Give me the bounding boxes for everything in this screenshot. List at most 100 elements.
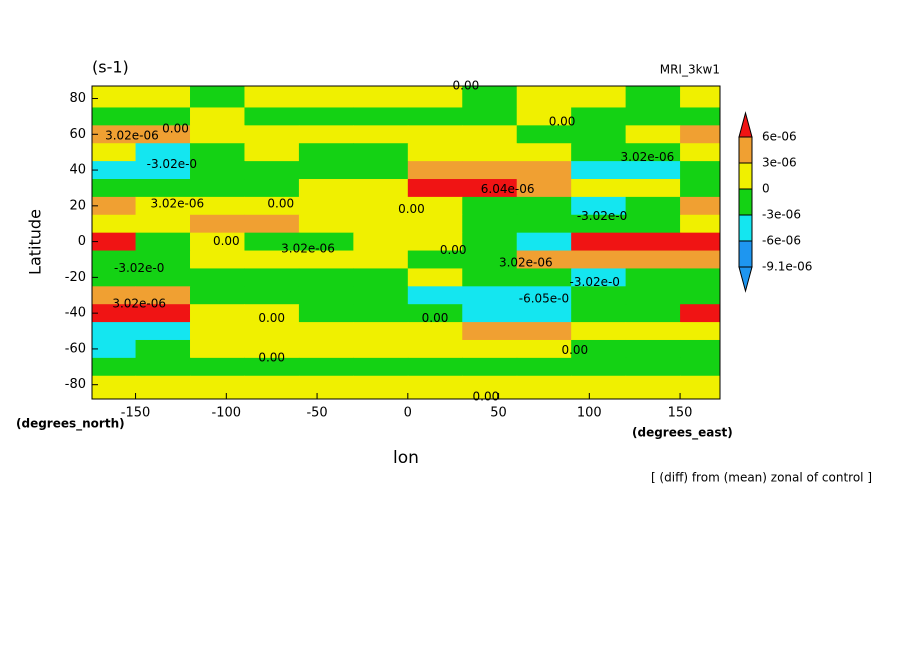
cell — [680, 179, 721, 198]
cell — [190, 322, 245, 341]
cell — [571, 375, 627, 400]
cell — [516, 375, 572, 400]
cell — [353, 179, 409, 198]
colorbar-label: 3e-06 — [762, 156, 797, 170]
cell — [92, 86, 137, 108]
cell — [244, 250, 300, 269]
cell — [462, 286, 518, 305]
cell — [92, 161, 137, 180]
cell — [298, 86, 354, 108]
cell — [680, 268, 721, 287]
cell — [516, 161, 572, 180]
contour-label: 0.00 — [258, 311, 285, 325]
cell — [516, 268, 572, 287]
cell — [516, 250, 572, 269]
cell — [190, 179, 245, 198]
contour-label: 0.00 — [422, 311, 449, 325]
cell — [680, 86, 721, 108]
cell — [516, 214, 572, 234]
cell — [462, 214, 518, 234]
cell — [680, 196, 721, 216]
cell — [92, 232, 137, 252]
cell — [407, 286, 463, 305]
contour-label: 0.00 — [549, 114, 576, 128]
cell — [516, 339, 572, 359]
footnote: [ (diff) from (mean) zonal of control ] — [651, 471, 872, 485]
cell — [135, 322, 191, 341]
x-tick-label: 50 — [490, 406, 507, 421]
x-tick-label: 0 — [404, 406, 412, 421]
cell — [407, 232, 463, 252]
cell — [353, 322, 409, 341]
cell — [680, 375, 721, 400]
cell — [625, 107, 681, 126]
cell — [135, 357, 191, 377]
cell — [462, 375, 518, 400]
chart-subtitle: MRI_3kw1 — [660, 63, 720, 77]
cell — [92, 250, 137, 269]
cell — [625, 86, 681, 108]
cell — [92, 339, 137, 359]
cell — [190, 304, 245, 323]
cell — [244, 161, 300, 180]
cell — [462, 196, 518, 216]
cell — [462, 161, 518, 180]
cell — [571, 196, 627, 216]
y-units: (degrees_north) — [16, 417, 125, 432]
cell — [680, 304, 721, 323]
cell — [625, 268, 681, 287]
cell — [92, 304, 137, 323]
cell — [298, 161, 354, 180]
cell — [298, 196, 354, 216]
cell — [462, 143, 518, 162]
contour-label: 0.00 — [453, 79, 480, 93]
contour-label: 3.02e-06 — [112, 297, 166, 311]
cell — [680, 143, 721, 162]
cell — [92, 196, 137, 216]
cell — [135, 179, 191, 198]
cell — [516, 196, 572, 216]
cell — [244, 357, 300, 377]
cell — [516, 357, 572, 377]
cell — [407, 143, 463, 162]
cell — [298, 304, 354, 323]
cell — [353, 375, 409, 400]
cell — [190, 86, 245, 108]
cell — [462, 250, 518, 269]
cell — [244, 375, 300, 400]
cell — [298, 268, 354, 287]
cell — [462, 304, 518, 323]
colorbar-label: 6e-06 — [762, 130, 797, 144]
cell — [92, 143, 137, 162]
cell — [571, 339, 627, 359]
cell — [244, 286, 300, 305]
cell — [407, 375, 463, 400]
y-tick-label: -60 — [65, 341, 86, 356]
contour-label: 3.02e-06 — [499, 256, 553, 270]
cell — [244, 86, 300, 108]
cell — [625, 125, 681, 144]
cell — [516, 143, 572, 162]
cell — [462, 125, 518, 144]
contour-label: 0.00 — [258, 350, 285, 364]
contour-label: 3.02e-06 — [281, 241, 335, 255]
cell — [190, 250, 245, 269]
contour-label: 0.00 — [162, 121, 189, 135]
cell — [353, 196, 409, 216]
cell — [353, 143, 409, 162]
cell — [462, 179, 518, 198]
cell — [571, 214, 627, 234]
contour-label: 3.02e-06 — [621, 150, 675, 164]
cell — [244, 107, 300, 126]
cell — [462, 107, 518, 126]
contour-label: -3.02e-0 — [147, 157, 197, 171]
cell — [135, 143, 191, 162]
cell — [407, 179, 463, 198]
cell — [298, 143, 354, 162]
cell — [298, 322, 354, 341]
cell — [298, 125, 354, 144]
cell — [190, 232, 245, 252]
cell — [92, 286, 137, 305]
contour-label: 0.00 — [213, 234, 240, 248]
cell — [571, 143, 627, 162]
